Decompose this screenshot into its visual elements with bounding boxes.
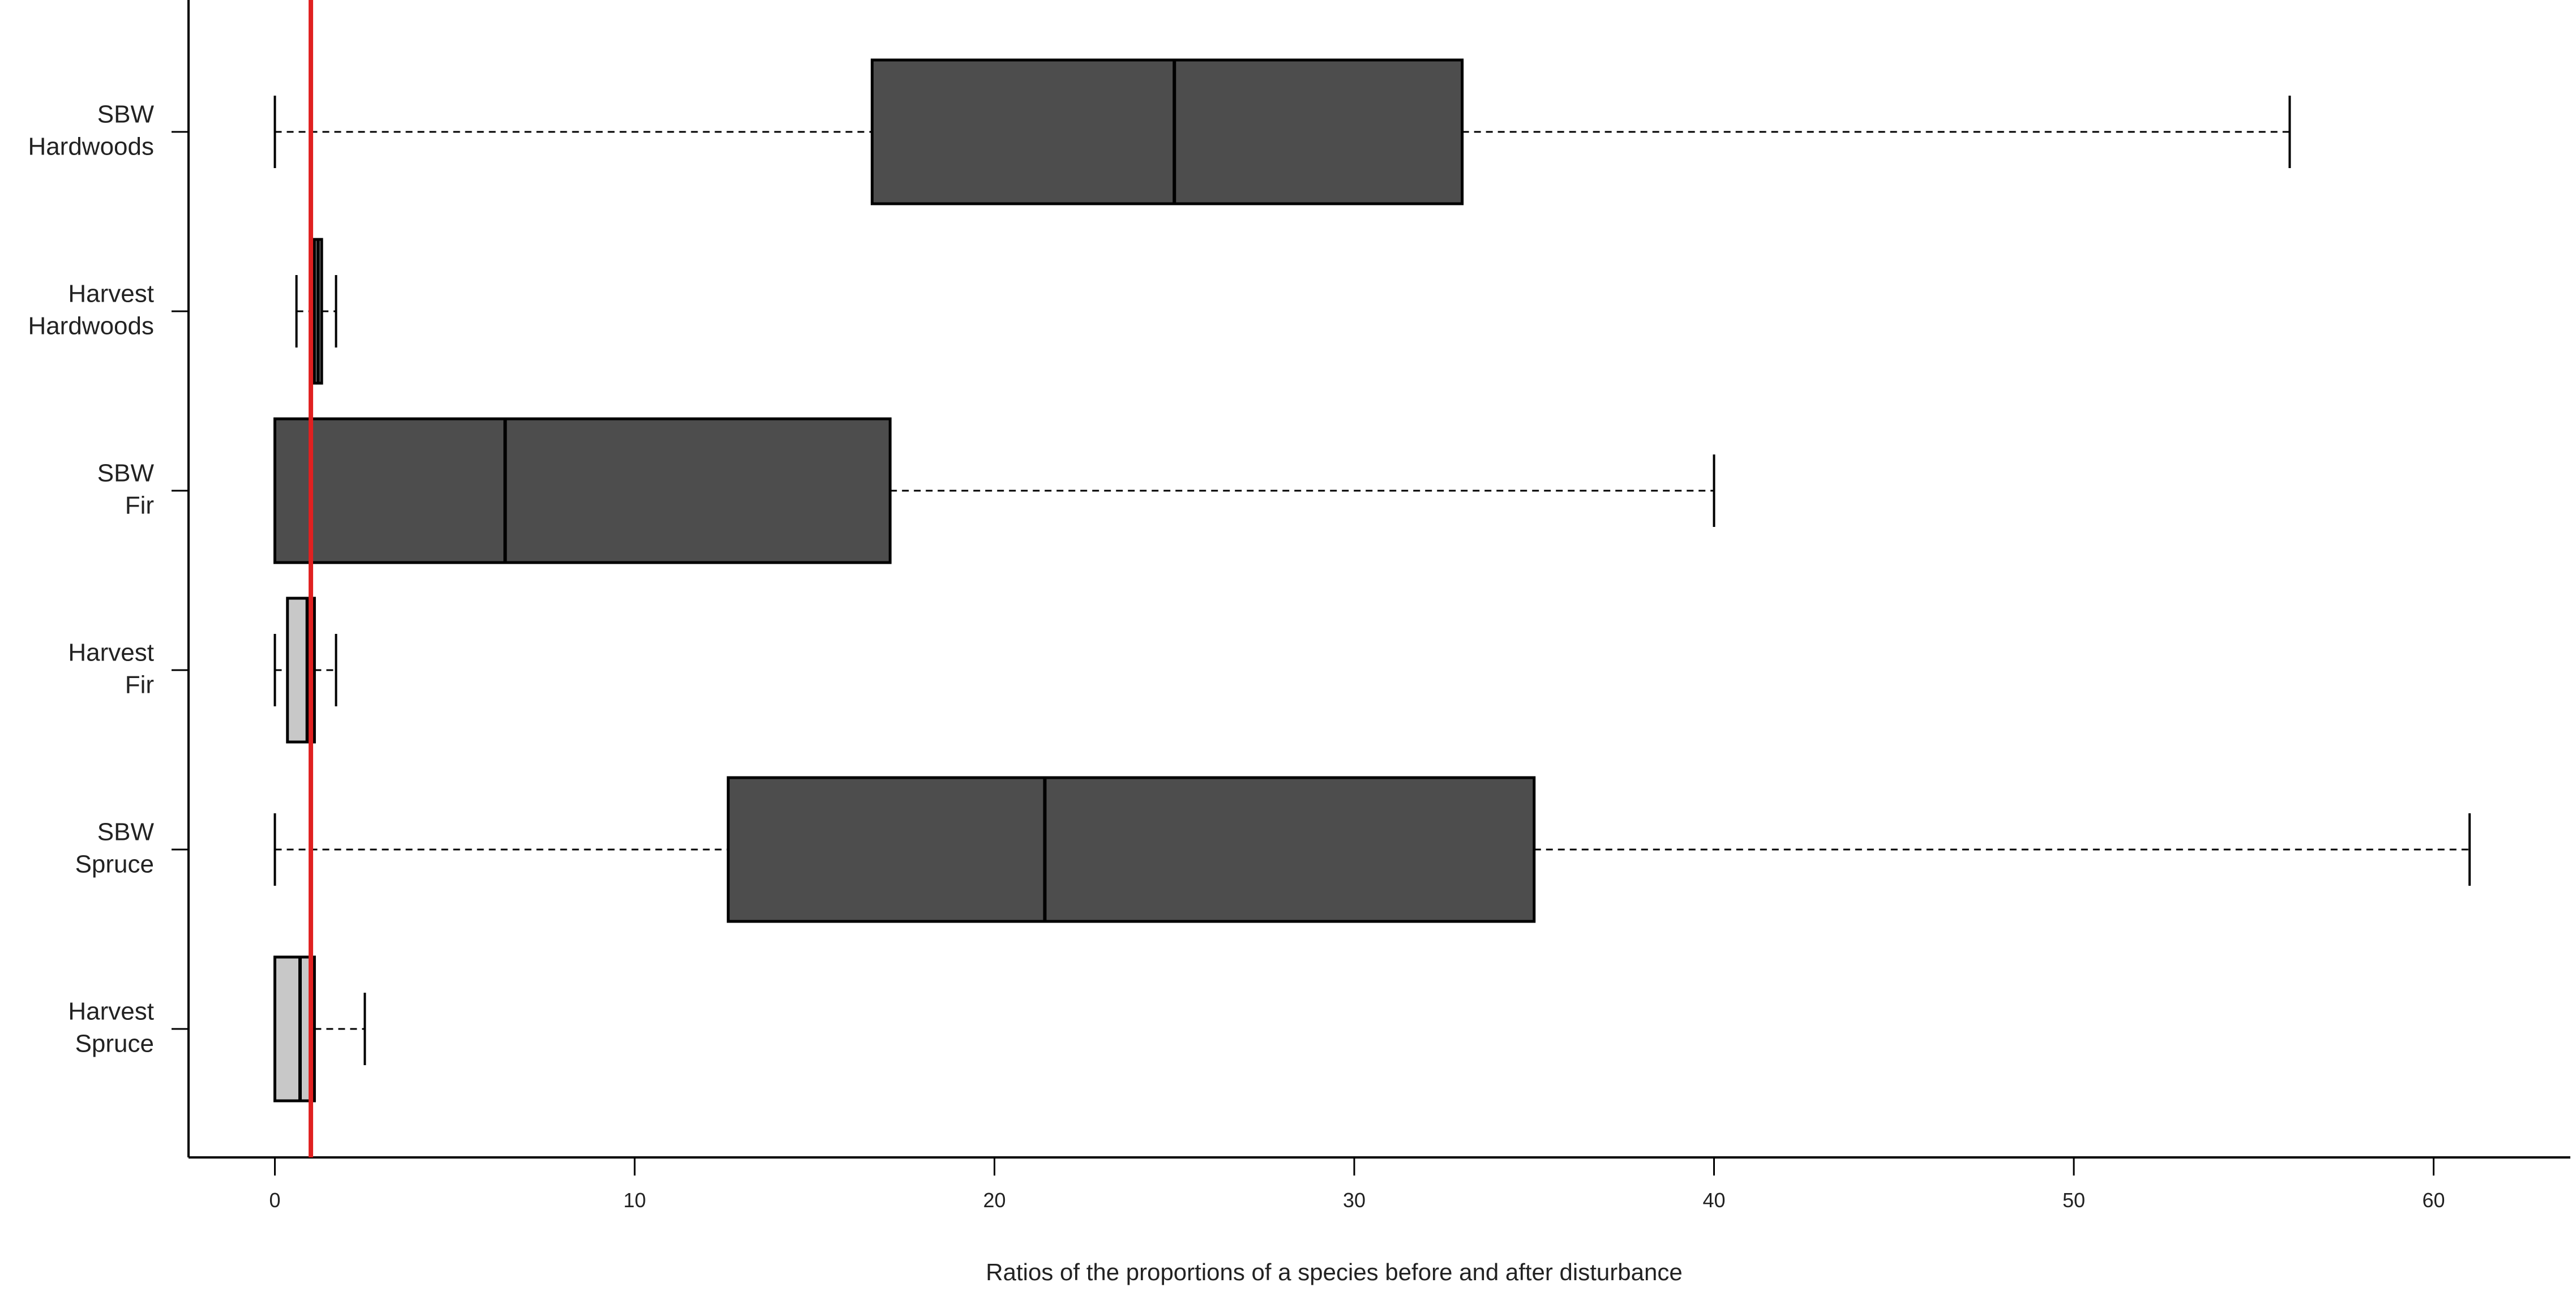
x-tick-label: 50 [2062,1189,2085,1212]
box-harvest-hardwoods [295,238,337,385]
category-label: SBW Fir [97,459,155,519]
iqr-box [870,58,1464,205]
x-tick-label: 30 [1343,1189,1366,1212]
category-label: Harvest Hardwoods [28,280,154,340]
category-label-line: Hardwoods [28,133,154,161]
iqr-box [273,417,892,564]
category-label-line: Spruce [75,851,154,878]
x-tick-label: 40 [1702,1189,1725,1212]
box-sbw-hardwoods [273,58,2291,205]
category-label: SBW Hardwoods [28,100,154,160]
box-sbw-spruce [273,776,2471,923]
category-label-line: SBW [97,459,155,487]
category-label: SBW Spruce [75,818,155,878]
x-axis-title: Ratios of the proportions of a species b… [986,1259,1682,1285]
category-label-line: Spruce [75,1030,154,1058]
boxes [273,58,2471,1103]
iqr-box [273,955,316,1103]
iqr-box [726,776,1536,923]
category-label-line: SBW [97,100,155,128]
x-tick-label: 0 [269,1189,281,1212]
box-harvest-fir [273,597,337,744]
x-tick-label: 60 [2422,1189,2445,1212]
category-label-line: Fir [125,492,154,520]
axes: 0 10 20 30 40 50 60 SBW Hardwoods Harvest Hardwood… [28,0,2570,1212]
category-label-line: SBW [97,818,155,846]
category-label-line: Harvest [68,997,154,1025]
category-label: Harvest Spruce [68,997,154,1057]
category-label-line: Hardwoods [28,312,154,340]
box-harvest-spruce [273,955,366,1103]
category-label-line: Harvest [68,280,154,307]
category-label: Harvest Fir [68,638,154,698]
category-label-line: Harvest [68,638,154,666]
box-sbw-fir [273,417,1715,564]
category-label-line: Fir [125,671,154,699]
x-tick-label: 10 [623,1189,646,1212]
x-tick-label: 20 [983,1189,1005,1212]
